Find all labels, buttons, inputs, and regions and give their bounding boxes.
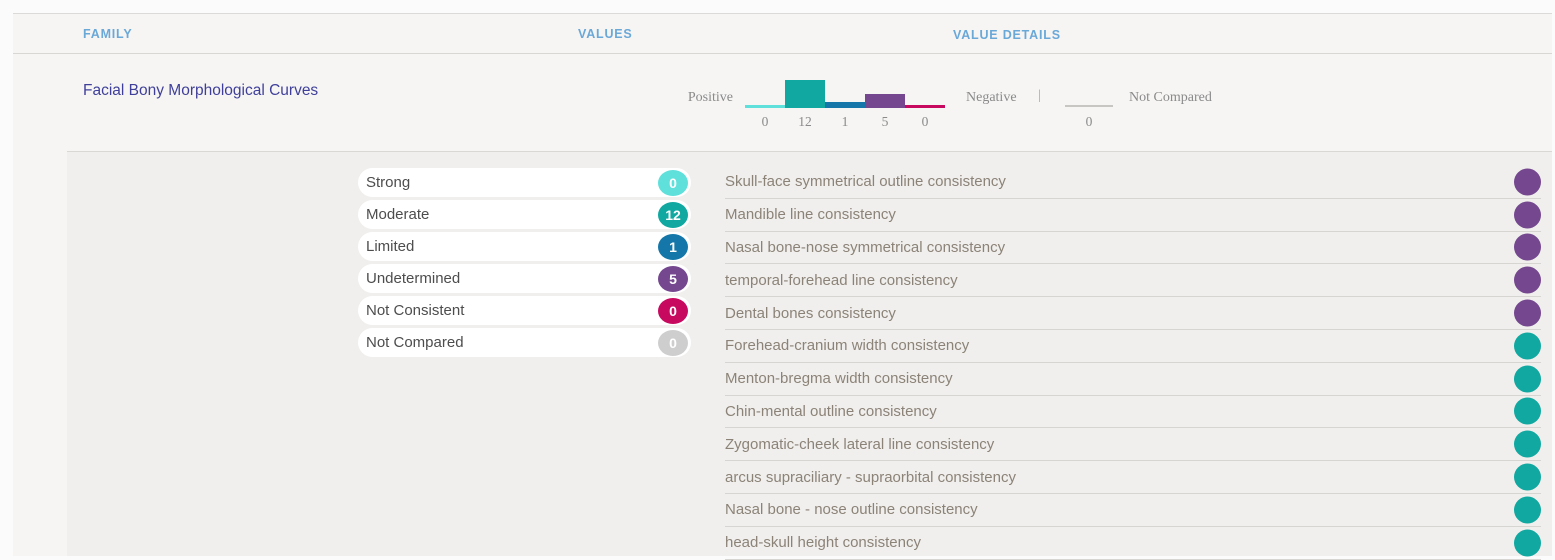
detail-label: Nasal bone-nose symmetrical consistency: [725, 238, 1006, 256]
status-dot: [1514, 529, 1541, 557]
detail-label: head-skull height consistency: [725, 534, 921, 552]
values-legend: Strong 0 Moderate 12 Limited 1 Undetermined 5 No…: [358, 168, 691, 360]
legend-row[interactable]: Not Compared 0: [358, 328, 691, 357]
legend-row[interactable]: Undetermined 5: [358, 264, 691, 293]
detail-row[interactable]: Nasal bone - nose outline consistency: [725, 494, 1541, 527]
legend-count-badge: 0: [658, 297, 688, 324]
table-header: FAMILY VALUES VALUE DETAILS: [13, 14, 1552, 54]
detail-label: Zygomatic-cheek lateral line consistency: [725, 435, 995, 453]
status-dot: [1514, 365, 1541, 393]
legend-count-badge: 0: [658, 169, 688, 196]
detail-row[interactable]: Chin-mental outline consistency: [725, 396, 1541, 429]
negative-label: Negative: [966, 90, 1017, 105]
detail-label: Menton-bregma width consistency: [725, 370, 953, 388]
value-details-list: Skull-face symmetrical outline consisten…: [725, 166, 1541, 560]
not-compared-bar: [1065, 105, 1113, 107]
detail-row[interactable]: Menton-bregma width consistency: [725, 363, 1541, 396]
legend-row[interactable]: Strong 0: [358, 168, 691, 197]
legend-count-badge: 5: [658, 265, 688, 292]
detail-row[interactable]: temporal-forehead line consistency: [725, 264, 1541, 298]
status-dot: [1514, 266, 1541, 294]
column-header-value-details: VALUE DETAILS: [953, 28, 1061, 42]
bar-undetermined: [865, 94, 905, 108]
status-dot: [1514, 332, 1541, 360]
detail-label: Skull-face symmetrical outline consisten…: [725, 173, 1006, 191]
detail-row[interactable]: Skull-face symmetrical outline consisten…: [725, 166, 1541, 199]
legend-label: Not Compared: [366, 334, 464, 351]
bar-value: 5: [881, 114, 889, 129]
bar-value: 0: [761, 114, 769, 129]
family-name: Facial Bony Morphological Curves: [83, 82, 319, 99]
legend-label: Moderate: [366, 206, 430, 223]
status-dot: [1514, 397, 1541, 425]
detail-row[interactable]: Dental bones consistency: [725, 297, 1541, 330]
status-dot: [1514, 201, 1541, 229]
detail-label: Chin-mental outline consistency: [725, 402, 937, 420]
column-header-family: FAMILY: [83, 27, 133, 41]
legend-row[interactable]: Not Consistent 0: [358, 296, 691, 325]
status-dot: [1514, 430, 1541, 458]
detail-row[interactable]: Nasal bone-nose symmetrical consistency: [725, 232, 1541, 265]
values-summary-chart: [745, 80, 945, 108]
status-dot: [1514, 233, 1541, 261]
detail-label: Mandible line consistency: [725, 206, 896, 224]
detail-row[interactable]: head-skull height consistency: [725, 527, 1541, 560]
legend-label: Limited: [366, 238, 415, 255]
status-dot: [1514, 463, 1541, 491]
bar-value: 12: [798, 114, 812, 129]
detail-label: temporal-forehead line consistency: [725, 271, 958, 289]
legend-row[interactable]: Moderate 12: [358, 200, 691, 229]
separator-pipe: |: [1038, 88, 1041, 103]
column-header-values: VALUES: [578, 27, 633, 41]
legend-count-badge: 0: [658, 329, 688, 356]
detail-label: Forehead-cranium width consistency: [725, 337, 970, 355]
detail-label: arcus supraciliary - supraorbital consis…: [725, 468, 1016, 486]
bar-value: 1: [841, 114, 849, 129]
detail-row[interactable]: Zygomatic-cheek lateral line consistency: [725, 428, 1541, 462]
legend-label: Not Consistent: [366, 302, 465, 319]
family-row[interactable]: Facial Bony Morphological Curves Positiv…: [13, 54, 1552, 151]
not-compared-label: Not Compared: [1129, 90, 1212, 105]
detail-label: Dental bones consistency: [725, 304, 896, 322]
legend-label: Undetermined: [366, 270, 461, 287]
bar-value: 0: [921, 114, 929, 129]
status-dot: [1514, 496, 1541, 524]
detail-row[interactable]: Forehead-cranium width consistency: [725, 330, 1541, 363]
legend-label: Strong: [366, 174, 411, 191]
legend-count-badge: 1: [658, 233, 688, 260]
bar-moderate: [785, 80, 825, 108]
legend-count-badge: 12: [658, 201, 688, 228]
chart-bar-values: 0 12 1 5 0: [745, 114, 945, 130]
status-dot: [1514, 299, 1541, 327]
bar-strong: [745, 105, 785, 108]
bar-limited: [825, 102, 865, 108]
detail-row[interactable]: arcus supraciliary - supraorbital consis…: [725, 461, 1541, 494]
detail-row[interactable]: Mandible line consistency: [725, 199, 1541, 232]
comparison-table: FAMILY VALUES VALUE DETAILS Facial Bony …: [13, 13, 1552, 560]
bar-not-consistent: [905, 105, 945, 108]
not-compared-value: 0: [1085, 114, 1093, 129]
detail-label: Nasal bone - nose outline consistency: [725, 501, 978, 519]
positive-label: Positive: [687, 90, 733, 105]
family-details-panel: Strong 0 Moderate 12 Limited 1 Undetermined 5 No…: [67, 151, 1552, 560]
legend-row[interactable]: Limited 1: [358, 232, 691, 261]
status-dot: [1514, 168, 1541, 196]
